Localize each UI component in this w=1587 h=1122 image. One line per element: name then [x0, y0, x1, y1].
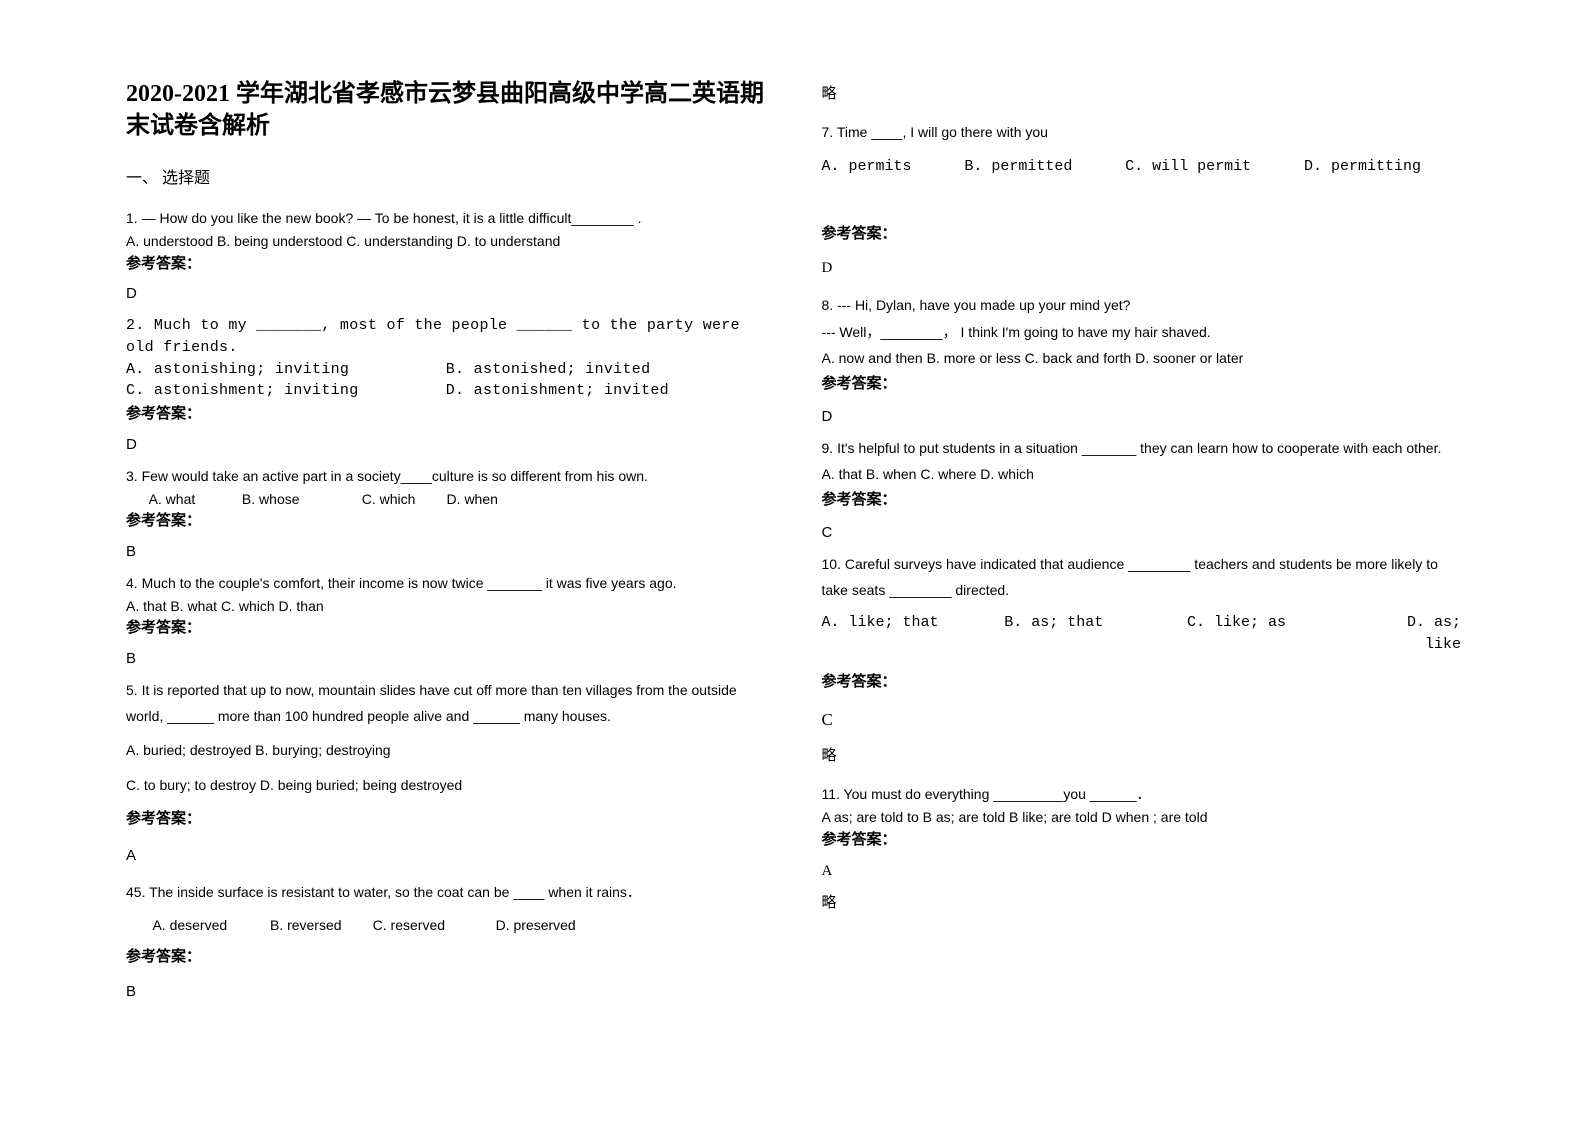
question-text: 4. Much to the couple's comfort, their i…: [126, 573, 766, 593]
answer-value: A: [126, 845, 766, 867]
page: 2020-2021 学年湖北省孝感市云梦县曲阳高级中学高二英语期末试卷含解析 一…: [0, 0, 1587, 1122]
question-2: 2. Much to my _______, most of the peopl…: [126, 315, 766, 456]
question-options-row: A. astonishing; inviting B. astonished; …: [126, 359, 766, 381]
question-text-line1: 8. --- Hi, Dylan, have you made up your …: [822, 295, 1462, 315]
answer-value: C: [822, 708, 1462, 733]
question-text: 7. Time ____, I will go there with you: [822, 122, 1462, 142]
option-a: A. like; that: [822, 612, 1005, 656]
answer-label: 参考答案：: [822, 374, 1462, 396]
question-text-line2: world, ______ more than 100 hundred peop…: [126, 706, 766, 726]
question-45: 45. The inside surface is resistant to w…: [126, 882, 766, 1002]
section-heading: 一、 选择题: [126, 167, 766, 190]
question-3: 3. Few would take an active part in a so…: [126, 466, 766, 563]
question-options: A. understood B. being understood C. und…: [126, 231, 766, 251]
question-4: 4. Much to the couple's comfort, their i…: [126, 573, 766, 670]
question-text: 45. The inside surface is resistant to w…: [126, 882, 766, 902]
option-d: D. astonishment; invited: [446, 380, 766, 402]
option-a: A. astonishing; inviting: [126, 359, 446, 381]
option-c: C. will permit: [1125, 156, 1251, 178]
answer-label: 参考答案：: [822, 672, 1462, 694]
option-b: B. as; that: [1004, 612, 1187, 656]
answer-label: 参考答案：: [126, 404, 766, 426]
note-lve: 略: [822, 893, 1462, 915]
answer-value: D: [126, 434, 766, 456]
answer-value: D: [126, 283, 766, 305]
option-b: B. permitted: [964, 156, 1072, 178]
right-column: 略 7. Time ____, I will go there with you…: [794, 78, 1490, 1082]
question-options: A. like; that B. as; that C. like; as D.…: [822, 612, 1462, 656]
option-b: B. astonished; invited: [446, 359, 766, 381]
question-options: A. that B. when C. where D. which: [822, 464, 1462, 484]
question-text-line1: 5. It is reported that up to now, mounta…: [126, 680, 766, 700]
answer-label: 参考答案：: [822, 224, 1462, 246]
option-d: D. permitting: [1304, 156, 1421, 178]
answer-label: 参考答案：: [822, 830, 1462, 852]
answer-label: 参考答案：: [126, 254, 766, 276]
question-text-line2: take seats ________ directed.: [822, 580, 1462, 600]
question-options: A as; are told to B as; are told B like;…: [822, 807, 1462, 827]
question-5: 5. It is reported that up to now, mounta…: [126, 680, 766, 867]
question-options: A. now and then B. more or less C. back …: [822, 348, 1462, 368]
question-text-line2: --- Well，________， I think I'm going to …: [822, 322, 1462, 342]
answer-value: B: [126, 648, 766, 670]
option-a: A. permits: [822, 156, 912, 178]
question-options: A. that B. what C. which D. than: [126, 596, 766, 616]
question-text: 1. — How do you like the new book? — To …: [126, 208, 766, 228]
question-7: 7. Time ____, I will go there with you A…: [822, 122, 1462, 280]
question-text: 2. Much to my _______, most of the peopl…: [126, 315, 766, 359]
answer-value: B: [126, 541, 766, 563]
question-text: 9. It's helpful to put students in a sit…: [822, 438, 1462, 458]
question-text-line1: 10. Careful surveys have indicated that …: [822, 554, 1462, 574]
question-options: A. permits B. permitted C. will permit D…: [822, 156, 1462, 178]
question-options-row2: C. to bury; to destroy D. being buried; …: [126, 775, 766, 795]
answer-label: 参考答案：: [822, 490, 1462, 512]
left-column: 2020-2021 学年湖北省孝感市云梦县曲阳高级中学高二英语期末试卷含解析 一…: [98, 78, 794, 1082]
answer-value: C: [822, 522, 1462, 544]
answer-value: B: [126, 981, 766, 1003]
question-options-row1: A. buried; destroyed B. burying; destroy…: [126, 740, 766, 760]
question-1: 1. — How do you like the new book? — To …: [126, 208, 766, 305]
note-lve: 略: [822, 84, 1462, 106]
question-options: A. what B. whose C. which D. when: [126, 489, 766, 509]
answer-label: 参考答案：: [126, 511, 766, 533]
question-options-row: C. astonishment; inviting D. astonishmen…: [126, 380, 766, 402]
answer-label: 参考答案：: [126, 618, 766, 640]
question-11: 11. You must do everything _________you …: [822, 784, 1462, 915]
question-8: 8. --- Hi, Dylan, have you made up your …: [822, 295, 1462, 427]
option-d: D. as; like: [1370, 612, 1461, 656]
question-text: 3. Few would take an active part in a so…: [126, 466, 766, 486]
answer-value: A: [822, 861, 1462, 883]
question-text: 11. You must do everything _________you …: [822, 784, 1462, 804]
document-title: 2020-2021 学年湖北省孝感市云梦县曲阳高级中学高二英语期末试卷含解析: [126, 78, 766, 143]
option-c: C. like; as: [1187, 612, 1370, 656]
answer-label: 参考答案：: [126, 809, 766, 831]
note-lve: 略: [822, 746, 1462, 768]
question-9: 9. It's helpful to put students in a sit…: [822, 438, 1462, 544]
answer-value: D: [822, 406, 1462, 428]
question-10: 10. Careful surveys have indicated that …: [822, 554, 1462, 768]
answer-value: D: [822, 258, 1462, 280]
question-options: A. deserved B. reversed C. reserved D. p…: [126, 915, 766, 935]
answer-label: 参考答案：: [126, 947, 766, 969]
option-c: C. astonishment; inviting: [126, 380, 446, 402]
